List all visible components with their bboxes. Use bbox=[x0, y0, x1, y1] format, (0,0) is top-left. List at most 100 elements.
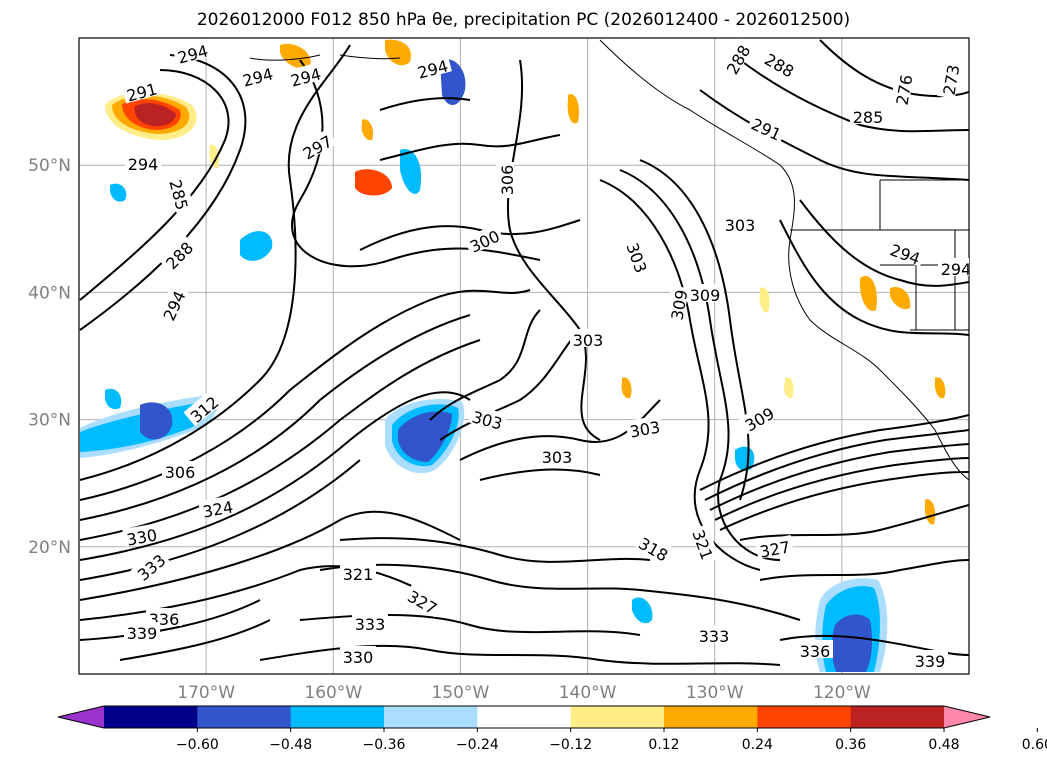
contour-label-bg bbox=[158, 234, 197, 273]
contour-label-bg bbox=[912, 650, 948, 668]
contour-label-bg bbox=[634, 530, 675, 565]
contour-label-bg bbox=[496, 162, 514, 198]
lat-tick-label: 30°N bbox=[28, 411, 71, 431]
plot-frame bbox=[78, 37, 970, 675]
contour-label: 306 bbox=[498, 165, 517, 196]
colorbar-tick-label: 0.48 bbox=[928, 737, 959, 753]
lat-tick-label: 20°N bbox=[28, 538, 71, 558]
contour-label-bg bbox=[162, 461, 198, 479]
contour-label-bg bbox=[624, 236, 654, 277]
colorbar-extend-right bbox=[944, 706, 990, 728]
contour-label-bg bbox=[412, 53, 452, 81]
contour-label: 303 bbox=[573, 331, 604, 350]
contour-label-bg bbox=[403, 583, 444, 618]
contour-label: 306 bbox=[165, 463, 196, 482]
contour-label-bg bbox=[463, 223, 504, 256]
lon-tick-label: 120°W bbox=[813, 683, 871, 703]
colorbar-bin bbox=[477, 706, 572, 728]
coastlines bbox=[249, 39, 969, 481]
contour-label-bg bbox=[738, 400, 779, 435]
contour-label-bg bbox=[665, 285, 690, 324]
lat-tick-labels: 50°N 40°N 30°N 20°N bbox=[28, 156, 71, 558]
chart-title: 2026012000 F012 850 hPa θe, precipitatio… bbox=[196, 10, 851, 30]
contour-label: 336 bbox=[800, 642, 831, 661]
lon-tick-label: 160°W bbox=[304, 683, 362, 703]
colorbar-tick-labels: −0.60 −0.48 −0.36 −0.24 −0.12 0.12 0.24 0.36 0.4… bbox=[176, 728, 1047, 753]
contour-label: 294 bbox=[941, 260, 972, 279]
lon-tick-label: 130°W bbox=[686, 683, 744, 703]
colorbar-tick-label: −0.48 bbox=[269, 737, 312, 753]
contour-label-bg bbox=[937, 60, 962, 99]
contour-label-bg bbox=[172, 38, 212, 66]
contour-label-bg bbox=[124, 622, 160, 640]
precip-shading bbox=[80, 39, 946, 672]
colorbar-bin bbox=[664, 706, 758, 728]
contour-label-bg bbox=[183, 389, 223, 427]
colorbar-bin bbox=[104, 706, 198, 728]
contour-label-bg bbox=[167, 174, 195, 214]
colorbar-bin bbox=[290, 706, 385, 728]
contour-label-bg bbox=[296, 128, 337, 163]
contour-label-bg bbox=[890, 70, 915, 109]
contour-label-bg bbox=[352, 613, 388, 631]
contour-label: 339 bbox=[127, 624, 158, 643]
colorbar-outline bbox=[57, 705, 991, 729]
lon-tick-label: 140°W bbox=[559, 683, 617, 703]
contour-label: 333 bbox=[699, 627, 730, 646]
contour-label: 285 bbox=[853, 108, 884, 127]
colorbar-tick-label: −0.24 bbox=[456, 737, 499, 753]
colorbar-tick-label: −0.60 bbox=[176, 737, 219, 753]
contour-label-bg bbox=[198, 495, 237, 520]
colorbar-bin bbox=[570, 706, 665, 728]
lon-tick-label: 170°W bbox=[177, 683, 235, 703]
contour-label: 321 bbox=[343, 565, 374, 584]
lat-tick-label: 50°N bbox=[28, 156, 71, 176]
contour-label-bg bbox=[722, 214, 758, 232]
colorbar-tick-label: −0.12 bbox=[549, 737, 592, 753]
contour-label: 333 bbox=[355, 615, 386, 634]
contour-label-bg bbox=[125, 153, 161, 171]
colorbar-bin bbox=[757, 706, 852, 728]
contour-label-bg bbox=[156, 284, 189, 325]
contour-label-bg bbox=[122, 523, 161, 548]
contour-label-bg bbox=[146, 608, 182, 626]
contour-label: 294 bbox=[128, 155, 159, 174]
contour-label-bg bbox=[690, 523, 720, 564]
contour-label-bg bbox=[237, 61, 277, 89]
colorbar-bin bbox=[850, 706, 945, 728]
contour-label-bg bbox=[285, 61, 325, 89]
contour-label-bg bbox=[696, 625, 732, 643]
lon-tick-labels: 170°W 160°W 150°W 140°W 130°W 120°W bbox=[177, 683, 871, 703]
contour-label-bg bbox=[755, 535, 794, 560]
contour-label: 303 bbox=[542, 448, 573, 467]
lon-tick-label: 150°W bbox=[432, 683, 490, 703]
colorbar-bin bbox=[197, 706, 292, 728]
contour-label-bg bbox=[468, 404, 508, 432]
contour-label-bg bbox=[687, 284, 723, 302]
contour-label-bg bbox=[719, 38, 754, 79]
colorbar-tick-label: 0.24 bbox=[742, 737, 773, 753]
contour-label-bg bbox=[938, 258, 969, 276]
colorbar-tick-label: 0.12 bbox=[648, 737, 679, 753]
plot-area bbox=[79, 38, 969, 674]
colorbar-bin bbox=[384, 706, 478, 728]
contour-label-bg bbox=[130, 547, 170, 585]
colorbar-tick-label: 0.60 bbox=[1022, 737, 1047, 753]
colorbar bbox=[57, 705, 991, 729]
lat-tick-label: 40°N bbox=[28, 283, 71, 303]
contour-label-bg bbox=[570, 329, 606, 347]
contour-label-bg bbox=[121, 76, 161, 104]
colorbar-extend-left bbox=[58, 706, 104, 728]
contour-label: 309 bbox=[690, 286, 721, 305]
contour-label-bg bbox=[747, 111, 788, 144]
contour-label: 303 bbox=[725, 216, 756, 235]
colorbar-tick-label: −0.36 bbox=[363, 737, 406, 753]
contour-label-bg bbox=[539, 446, 575, 464]
contour-label: 339 bbox=[915, 652, 946, 671]
contour-label-bg bbox=[886, 237, 927, 267]
colorbar-tick-label: 0.36 bbox=[835, 737, 866, 753]
contour-label: 330 bbox=[343, 648, 374, 667]
contour-label-bg bbox=[760, 46, 801, 81]
